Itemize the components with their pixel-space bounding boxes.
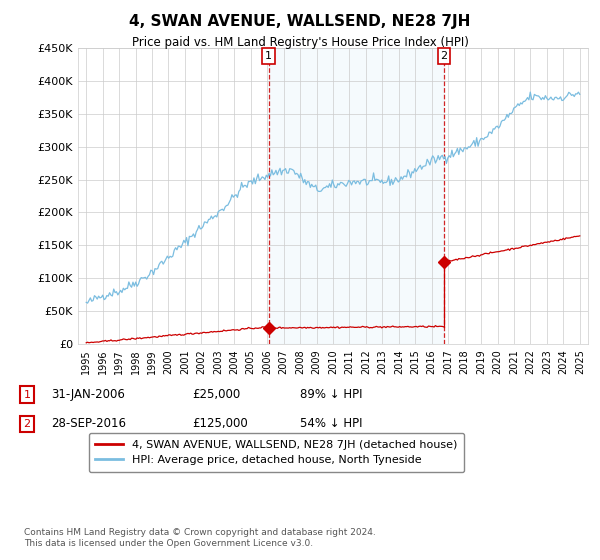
Legend: 4, SWAN AVENUE, WALLSEND, NE28 7JH (detached house), HPI: Average price, detache: 4, SWAN AVENUE, WALLSEND, NE28 7JH (deta… — [89, 433, 464, 472]
Text: £25,000: £25,000 — [192, 388, 240, 402]
Text: 4, SWAN AVENUE, WALLSEND, NE28 7JH: 4, SWAN AVENUE, WALLSEND, NE28 7JH — [130, 14, 470, 29]
Text: Contains HM Land Registry data © Crown copyright and database right 2024.
This d: Contains HM Land Registry data © Crown c… — [24, 528, 376, 548]
Text: 2: 2 — [23, 419, 31, 429]
Text: 2: 2 — [440, 51, 448, 61]
Text: Price paid vs. HM Land Registry's House Price Index (HPI): Price paid vs. HM Land Registry's House … — [131, 36, 469, 49]
Text: 1: 1 — [265, 51, 272, 61]
Text: 54% ↓ HPI: 54% ↓ HPI — [300, 417, 362, 431]
Text: 1: 1 — [23, 390, 31, 400]
Text: £125,000: £125,000 — [192, 417, 248, 431]
Text: 89% ↓ HPI: 89% ↓ HPI — [300, 388, 362, 402]
Text: 31-JAN-2006: 31-JAN-2006 — [51, 388, 125, 402]
Text: 28-SEP-2016: 28-SEP-2016 — [51, 417, 126, 431]
Bar — [269, 48, 444, 344]
